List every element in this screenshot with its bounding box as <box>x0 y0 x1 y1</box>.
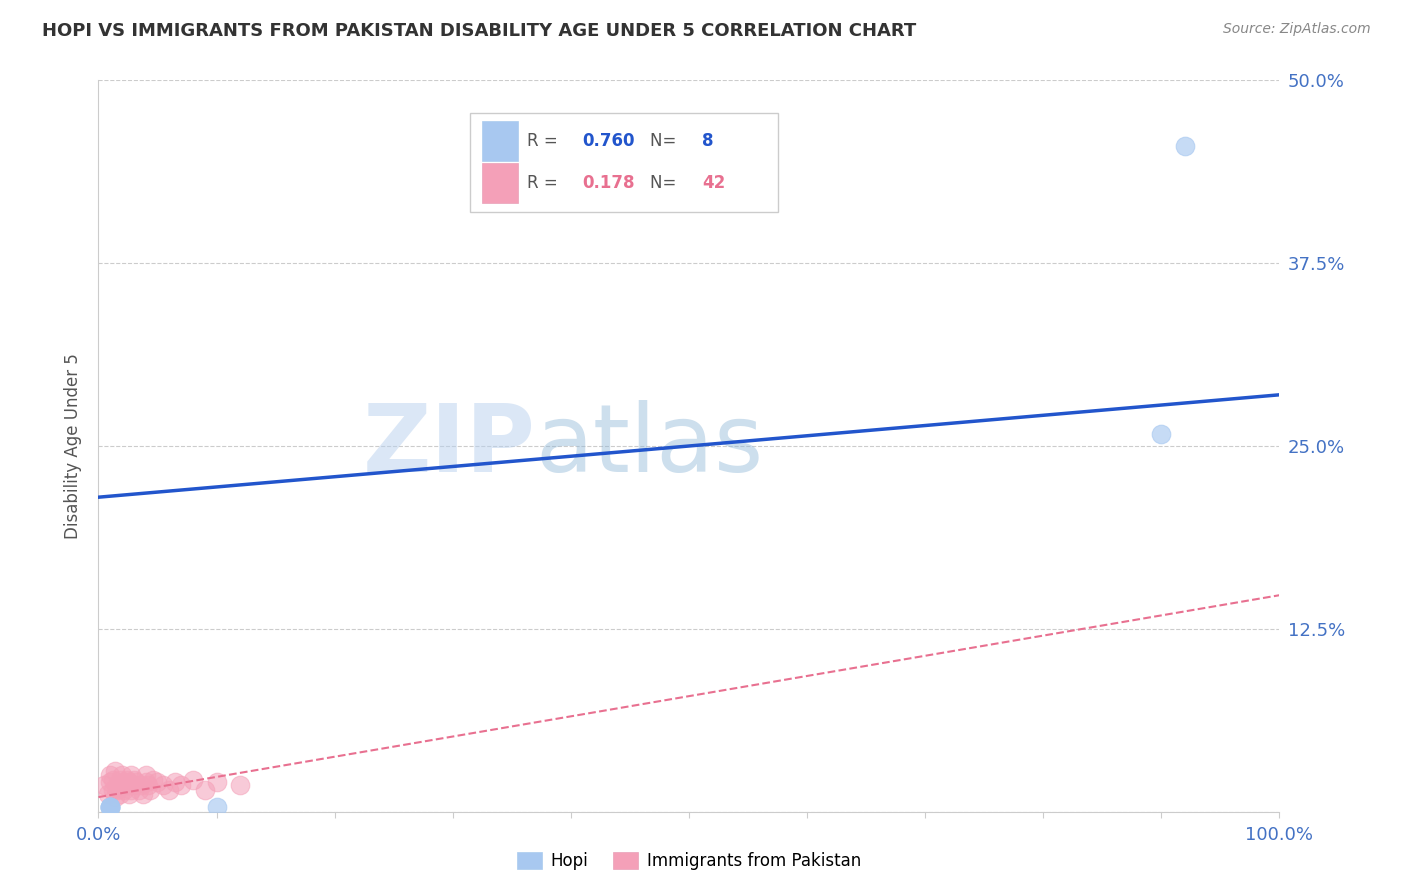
Legend: Hopi, Immigrants from Pakistan: Hopi, Immigrants from Pakistan <box>510 845 868 877</box>
Point <box>125 775 148 789</box>
Point <box>104 764 127 778</box>
Point <box>152 778 174 792</box>
Point <box>121 782 143 797</box>
Point <box>181 772 204 787</box>
Text: 42: 42 <box>702 174 725 192</box>
Point <box>1150 427 1173 442</box>
Point <box>170 778 193 792</box>
Text: HOPI VS IMMIGRANTS FROM PAKISTAN DISABILITY AGE UNDER 5 CORRELATION CHART: HOPI VS IMMIGRANTS FROM PAKISTAN DISABIL… <box>42 22 917 40</box>
Point <box>129 778 152 792</box>
Point <box>108 772 131 787</box>
Point <box>132 787 155 801</box>
Point <box>111 768 134 782</box>
Point <box>122 772 145 787</box>
Point <box>98 800 121 814</box>
Point <box>146 775 169 789</box>
Point <box>118 787 141 801</box>
Point <box>98 800 121 814</box>
Point <box>98 768 121 782</box>
Point <box>121 768 143 782</box>
Point <box>115 772 138 787</box>
Point <box>128 782 150 797</box>
Text: 0.178: 0.178 <box>582 174 636 192</box>
Point <box>98 800 121 814</box>
Point <box>101 782 124 797</box>
Text: R =: R = <box>527 132 564 150</box>
Point <box>104 790 127 805</box>
Point <box>136 778 159 792</box>
Point <box>101 772 124 787</box>
Point <box>105 782 128 797</box>
Point <box>105 778 128 792</box>
Bar <box>482 121 517 161</box>
Text: ZIP: ZIP <box>363 400 536 492</box>
Point <box>111 778 134 792</box>
Point <box>165 775 187 789</box>
Point <box>142 772 165 787</box>
Text: 8: 8 <box>702 132 713 150</box>
Point <box>98 775 121 789</box>
Y-axis label: Disability Age Under 5: Disability Age Under 5 <box>63 353 82 539</box>
Point <box>112 782 135 797</box>
Text: 0.760: 0.760 <box>582 132 636 150</box>
Point <box>93 778 115 792</box>
Point <box>122 778 145 792</box>
Point <box>98 800 121 814</box>
Point <box>139 782 162 797</box>
Point <box>205 800 228 814</box>
Point <box>135 768 157 782</box>
Point <box>112 775 135 789</box>
Point <box>157 782 180 797</box>
Point <box>115 778 138 792</box>
Point <box>205 775 228 789</box>
FancyBboxPatch shape <box>471 113 778 212</box>
Text: N=: N= <box>650 132 682 150</box>
Text: atlas: atlas <box>536 400 763 492</box>
Point <box>97 787 120 801</box>
Point <box>118 775 141 789</box>
Point <box>1174 139 1197 153</box>
Point <box>135 775 157 789</box>
Bar <box>482 162 517 202</box>
Point <box>229 778 252 792</box>
Text: R =: R = <box>527 174 564 192</box>
Point <box>194 782 217 797</box>
Point <box>108 787 131 801</box>
Text: Source: ZipAtlas.com: Source: ZipAtlas.com <box>1223 22 1371 37</box>
Text: N=: N= <box>650 174 682 192</box>
Point <box>98 800 121 814</box>
